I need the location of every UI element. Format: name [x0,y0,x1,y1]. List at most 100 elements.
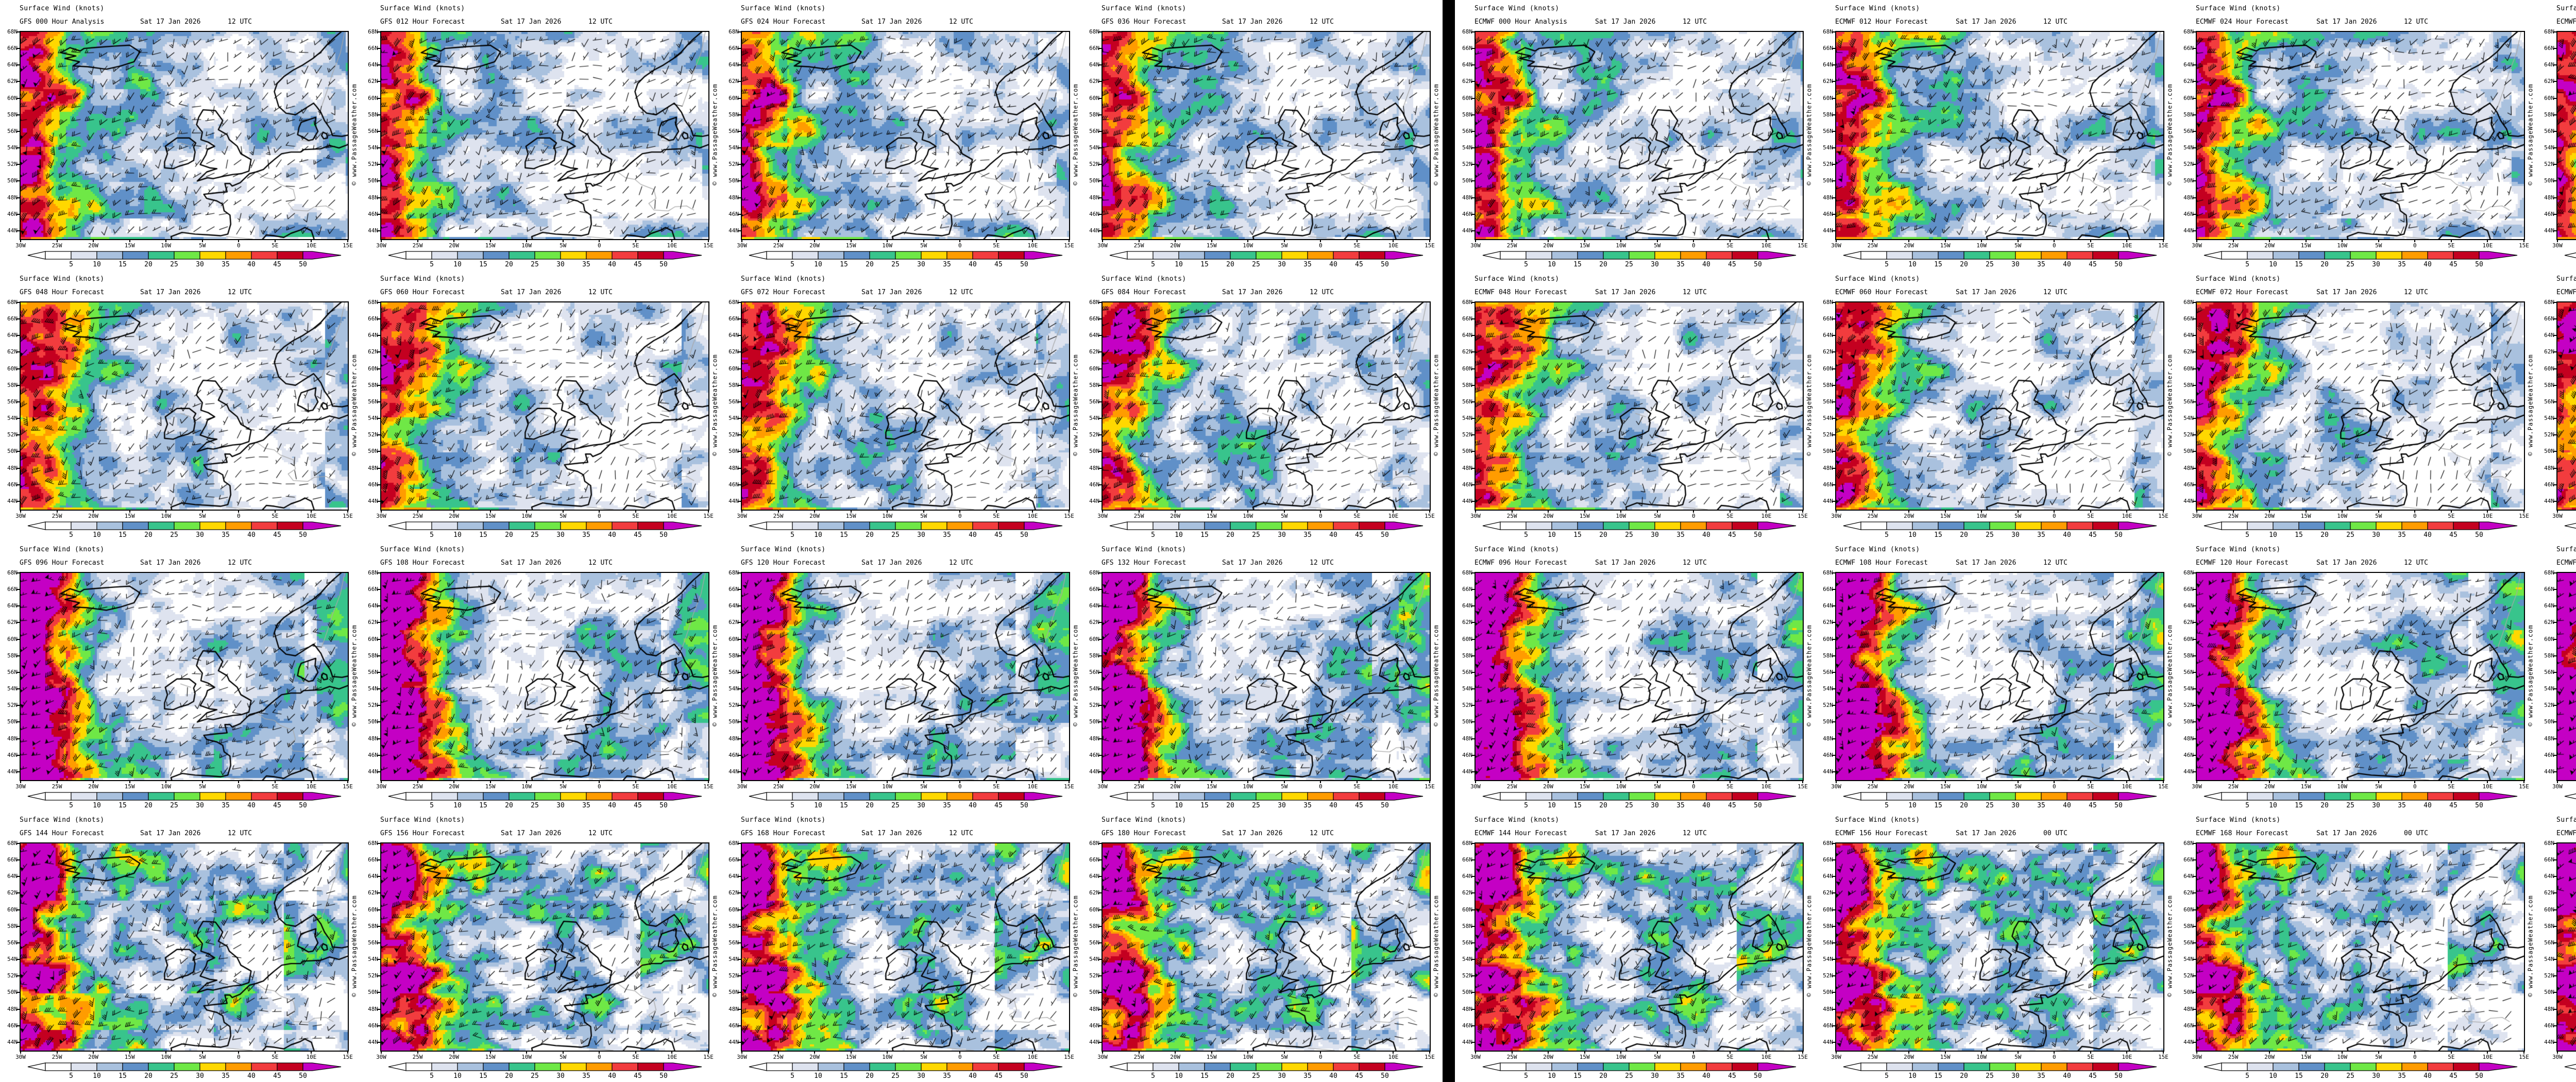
lon-tick [850,780,852,783]
lon-tick [850,239,852,242]
colorbar-tick-label: 15 [118,531,127,538]
watermark: © www.PassageWeather.com [710,301,720,509]
colorbar-band [1153,1062,1179,1071]
watermark: © www.PassageWeather.com [2526,842,2536,1050]
lat-label: 46N [368,751,378,758]
colorbar-band [2221,521,2248,530]
lon-tick [2487,780,2488,783]
lat-tick [1832,572,1835,573]
lon-label: 20W [88,513,99,519]
colorbar-tick-label: 40 [1329,1072,1337,1079]
wind-map [2556,572,2576,781]
lon-label: 5E [1353,242,1361,249]
lat-tick [2553,335,2556,336]
lat-label: 46N [1089,210,1099,217]
lat-tick [16,351,20,353]
colorbar-tick-label: 10 [814,802,822,809]
lon-tick [129,1051,130,1054]
wind-field-canvas [1476,302,1803,510]
wind-field-canvas [381,573,708,780]
lat-label: 60N [1089,365,1099,372]
lat-label: 52N [2183,972,2194,979]
lat-label: 64N [368,873,378,880]
lon-tick [1175,510,1176,513]
colorbar-band [199,792,226,801]
lat-label: 46N [728,210,739,217]
lat-label: 52N [368,431,378,438]
lat-tick [2193,705,2196,706]
lon-tick [311,239,312,242]
colorbar-band [2015,251,2042,260]
lat-tick [377,318,380,320]
lon-tick [453,239,455,242]
colorbar-tick-label: 40 [608,1072,616,1079]
lat-tick [2193,1008,2196,1010]
lat-tick [2193,655,2196,656]
lat-tick [1832,622,1835,623]
colorbar-band [225,792,252,801]
lon-tick [1729,510,1731,513]
watermark: © www.PassageWeather.com [349,301,360,509]
lat-tick [738,589,741,590]
lat-label: 44N [368,768,378,775]
lon-tick [2126,780,2128,783]
lat-tick [1832,942,1835,943]
colorbar-band [534,251,561,260]
colorbar-band [431,792,458,801]
colorbar-tick-label: 10 [2269,531,2277,538]
lat-label: 44N [2183,1038,2194,1045]
lat-label: 56N [1462,398,1472,405]
lat-tick [1471,655,1475,656]
colorbar-tick-label: 25 [1625,261,1633,268]
lat-tick [2553,655,2556,656]
colorbar-band [1603,1062,1630,1071]
lon-tick [1475,1051,1476,1054]
colorbar-overflow-arrow [2479,792,2518,801]
lat-tick [377,572,380,573]
wind-map [380,31,709,240]
colorbar-left-tip [27,792,46,801]
colorbar-tick-label: 15 [2295,1072,2303,1079]
lat-label: 46N [7,751,18,758]
lon-label: 15W [485,1054,496,1060]
lat-tick [1832,64,1835,66]
lon-tick [1802,510,1803,513]
lon-label: 5E [2448,513,2455,519]
ecmwf-panel-grid: Surface Wind (knots) ECMWF 000 Hour Anal… [1455,0,2576,1082]
colorbar-tick-label: 30 [556,261,565,268]
colorbar-band [2350,251,2377,260]
colorbar-tick-label: 5 [790,261,794,268]
panel-subtitle-row: GFS 000 Hour Analysis Sat 17 Jan 2026 12… [0,18,361,26]
lon-tick [2523,239,2524,242]
colorbar-tick-label: 30 [1278,802,1286,809]
lat-label: 44N [1462,497,1472,504]
lat-tick [1832,721,1835,723]
lat-label: 44N [1089,497,1099,504]
watermark: © www.PassageWeather.com [1804,31,1815,238]
colorbar-band [637,521,664,530]
colorbar-band [792,792,819,801]
lat-tick [377,114,380,115]
lon-tick [1511,239,1513,242]
lat-label: 68N [2183,569,2194,576]
lon-label: 5E [272,1054,279,1060]
lat-tick [16,180,20,182]
colorbar-tick-label: 20 [1226,802,1234,809]
colorbar-band [869,251,896,260]
lon-label: 20W [1170,242,1181,249]
lon-label: 20W [1543,513,1554,519]
lat-tick [377,48,380,49]
lon-tick [2487,1051,2488,1054]
lat-label: 50N [1462,989,1472,996]
panel-model-hour: ECMWF 048 Hour Forecast [1475,289,1568,296]
wind-map [1101,572,1431,781]
lat-tick [1471,434,1475,436]
lat-label: 46N [728,751,739,758]
colorbar-tick-label: 40 [1702,802,1710,809]
panel-title: Surface Wind (knots) [1475,816,1560,824]
lon-tick [2054,239,2055,242]
lat-label: 48N [1462,464,1472,471]
lat-label: 66N [7,856,18,864]
colorbar-left-tip [749,792,767,801]
